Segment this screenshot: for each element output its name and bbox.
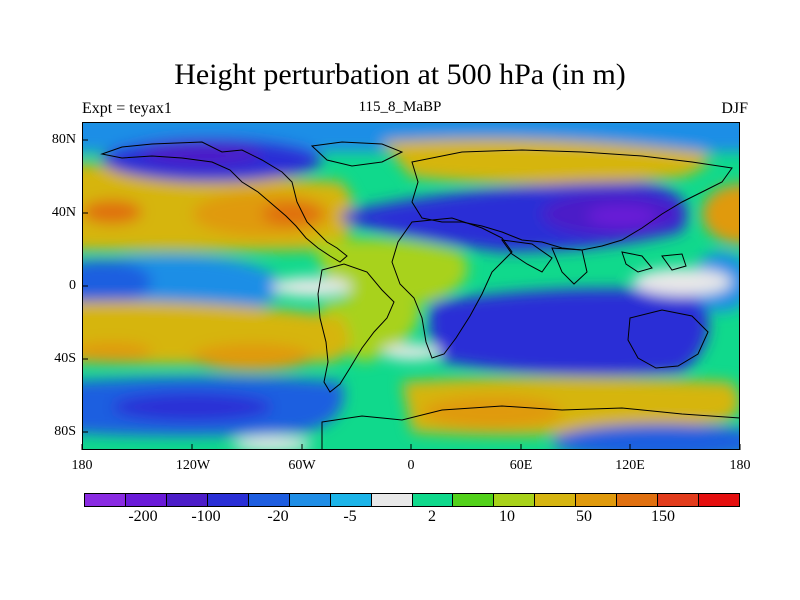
- y-tick-0: 0: [69, 278, 76, 293]
- colorbar-segment: [411, 493, 453, 507]
- colorbar-segment: [616, 493, 658, 507]
- x-tick-0: 0: [407, 458, 415, 473]
- colorbar-label-150: 150: [651, 508, 675, 525]
- colorbar-segment: [657, 493, 699, 507]
- x-tick-60w: 60W: [288, 458, 316, 473]
- contour-map: [82, 122, 740, 450]
- y-tick-40n: 40N: [51, 205, 76, 220]
- experiment-label: Expt = teyax1: [82, 100, 172, 117]
- plot-title: Height perturbation at 500 hPa (in m): [174, 58, 626, 91]
- colorbar-segment: [370, 493, 412, 507]
- colorbar-label-10: 10: [499, 508, 515, 525]
- colorbar-label-2: 2: [428, 508, 436, 525]
- colorbar-label-minus200: -200: [128, 508, 158, 525]
- colorbar-segment: [698, 493, 740, 507]
- x-tick-120w: 120W: [175, 458, 211, 473]
- x-tick-180e: 180: [729, 458, 751, 473]
- colorbar-label-50: 50: [576, 508, 592, 525]
- colorbar-label-minus20: -20: [267, 508, 289, 525]
- colorbar-segment: [247, 493, 289, 507]
- x-tick-180w: 180: [71, 458, 93, 473]
- colorbar-segment: [493, 493, 535, 507]
- colorbar: [84, 493, 740, 507]
- colorbar-segment: [534, 493, 576, 507]
- y-tick-80s: 80S: [54, 424, 76, 439]
- colorbar-segment: [288, 493, 330, 507]
- y-tick-40s: 40S: [54, 351, 76, 366]
- colorbar-segment: [329, 493, 371, 507]
- colorbar-label-minus5: -5: [343, 508, 357, 525]
- colorbar-segment: [452, 493, 494, 507]
- period-label: 115_8_MaBP: [358, 99, 442, 115]
- x-tick-120e: 120E: [615, 458, 645, 473]
- x-tick-60e: 60E: [509, 458, 533, 473]
- colorbar-segment: [165, 493, 207, 507]
- colorbar-segment: [206, 493, 248, 507]
- season-label: DJF: [721, 100, 748, 117]
- colorbar-segment: [124, 493, 166, 507]
- colorbar-segment: [575, 493, 617, 507]
- y-tick-80n: 80N: [51, 132, 76, 147]
- colorbar-label-minus100: -100: [191, 508, 221, 525]
- colorbar-segment: [84, 493, 125, 507]
- coastlines: [100, 141, 740, 450]
